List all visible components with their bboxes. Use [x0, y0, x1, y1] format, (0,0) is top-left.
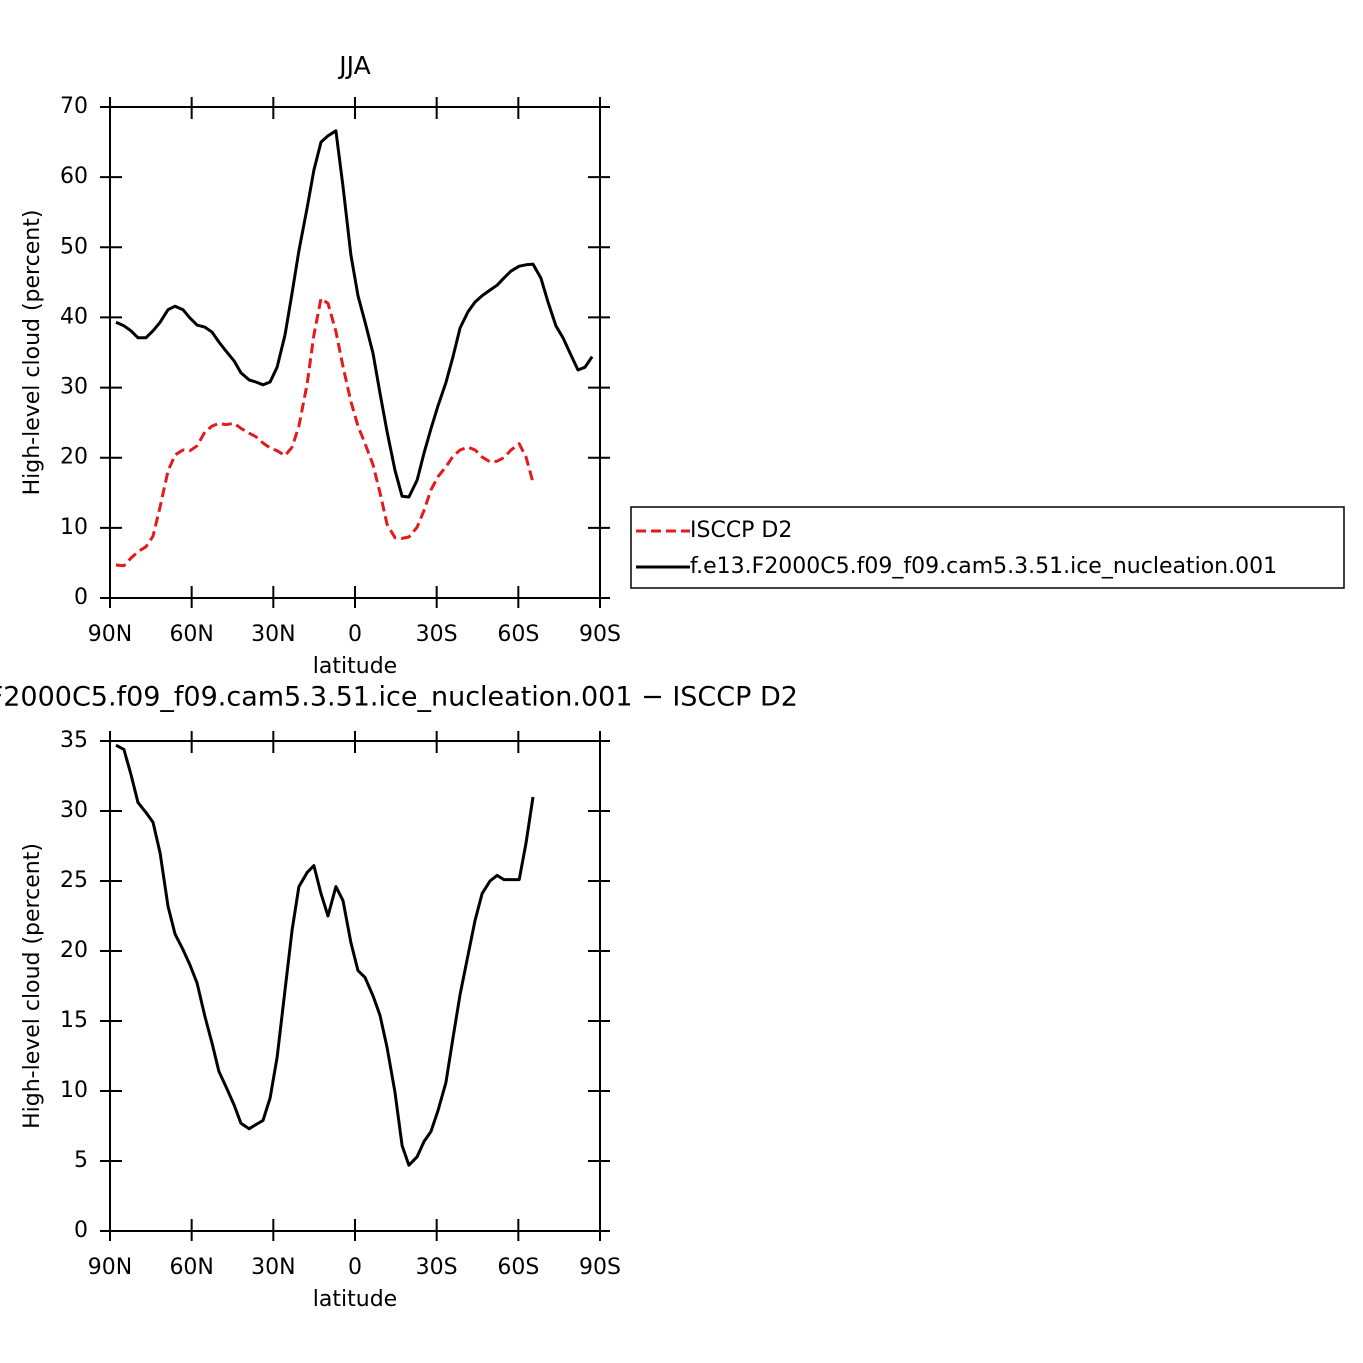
data-line	[115, 743, 535, 1167]
y-tick-label: 0	[74, 1218, 88, 1243]
y-axis-label: High-level cloud (percent)	[20, 843, 45, 1129]
y-tick-label: 20	[60, 938, 88, 963]
x-axis-label: latitude	[313, 1287, 397, 1312]
x-tick-label: 90N	[88, 622, 132, 647]
x-tick-label: 90S	[579, 622, 621, 647]
legend-box	[630, 506, 1345, 589]
y-tick-label: 0	[74, 585, 88, 610]
legend-label: ISCCP D2	[690, 518, 792, 543]
x-tick-label: 0	[348, 622, 362, 647]
x-tick-label: 30S	[416, 1255, 458, 1280]
chart-title: JJA	[337, 51, 370, 80]
chart-title: f.e13.F2000C5.f09_f09.cam5.3.51.ice_nucl…	[0, 682, 798, 713]
y-axis-label: High-level cloud (percent)	[20, 210, 45, 496]
y-tick-label: 10	[60, 1078, 88, 1103]
x-tick-label: 30N	[251, 1255, 295, 1280]
x-tick-label: 60N	[169, 622, 213, 647]
x-tick-label: 90N	[88, 1255, 132, 1280]
x-tick-label: 60S	[497, 1255, 539, 1280]
legend-label: f.e13.F2000C5.f09_f09.cam5.3.51.ice_nucl…	[690, 554, 1277, 579]
data-line	[115, 297, 535, 568]
x-axis-label: latitude	[313, 654, 397, 679]
x-tick-label: 60S	[497, 622, 539, 647]
x-tick-label: 30S	[416, 622, 458, 647]
y-tick-label: 35	[60, 728, 88, 753]
data-line	[115, 129, 594, 499]
y-tick-label: 15	[60, 1008, 88, 1033]
x-tick-label: 0	[348, 1255, 362, 1280]
y-tick-label: 20	[60, 445, 88, 470]
y-tick-label: 70	[60, 94, 88, 119]
y-tick-label: 60	[60, 164, 88, 189]
y-tick-label: 50	[60, 234, 88, 259]
x-tick-label: 90S	[579, 1255, 621, 1280]
y-tick-label: 10	[60, 515, 88, 540]
y-tick-label: 5	[74, 1148, 88, 1173]
plot-frame	[109, 106, 601, 599]
x-tick-label: 60N	[169, 1255, 213, 1280]
x-tick-label: 30N	[251, 622, 295, 647]
y-tick-label: 40	[60, 304, 88, 329]
y-tick-label: 30	[60, 798, 88, 823]
y-tick-label: 30	[60, 375, 88, 400]
y-tick-label: 25	[60, 868, 88, 893]
plot-frame	[109, 740, 601, 1232]
